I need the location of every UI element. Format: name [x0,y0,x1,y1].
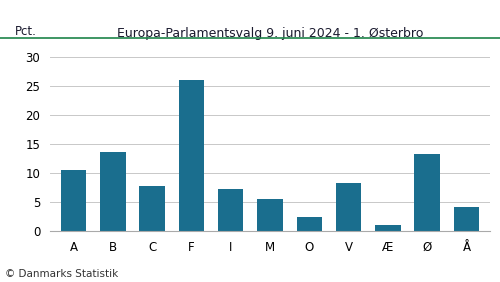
Bar [61,170,86,231]
Bar [218,190,244,231]
Bar [178,80,204,231]
Text: Pct.: Pct. [15,25,36,38]
Bar [375,225,400,231]
Text: © Danmarks Statistik: © Danmarks Statistik [5,269,118,279]
Bar [414,154,440,231]
Bar [257,199,283,231]
Bar [336,183,361,231]
Bar [454,207,479,231]
Bar [140,186,165,231]
Title: Europa-Parlamentsvalg 9. juni 2024 - 1. Østerbro: Europa-Parlamentsvalg 9. juni 2024 - 1. … [117,27,423,40]
Bar [296,217,322,231]
Bar [100,151,126,231]
